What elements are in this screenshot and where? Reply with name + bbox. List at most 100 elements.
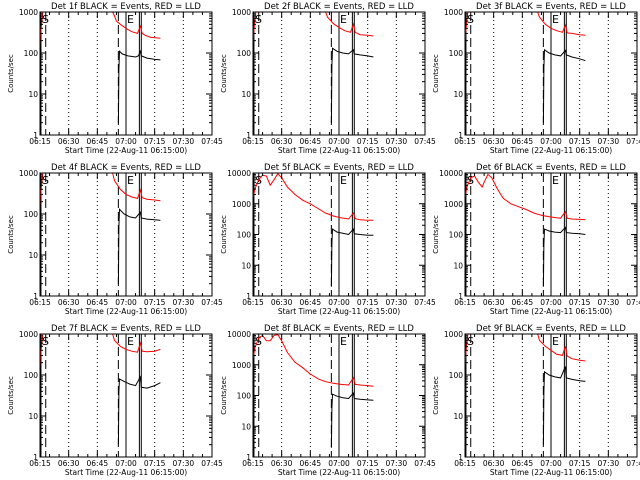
marker-label-E: E [552,174,559,187]
x-tick-label: 07:15 [357,459,379,468]
x-tick-label: 07:45 [626,298,640,307]
y-tick-label: 1 [458,453,463,462]
x-tick-label: 06:45 [300,137,322,146]
x-tick-label: 06:30 [271,137,293,146]
y-tick-label: 100 [449,231,464,240]
x-tick-label: 06:45 [300,298,322,307]
y-tick-label: 10 [241,261,251,270]
series-events [117,375,161,445]
x-tick-label: 07:15 [144,137,166,146]
chart-panel-3: Det 3f BLACK = Events, RED = LLD Counts/s… [432,2,640,155]
x-axis-label: Start Time (22-Aug-11 06:15:00) [278,146,400,155]
y-axis-label: Counts/sec [432,376,440,415]
series-lld [40,12,161,46]
y-tick-label: 10 [453,90,463,99]
chart-panel-4: Det 4f BLACK = Events, RED = LLD Counts/s… [7,163,223,316]
y-tick-label: 10 [28,251,38,260]
x-tick-label: 06:30 [271,298,293,307]
x-axis-label: Start Time (22-Aug-11 06:15:00) [278,468,400,477]
x-axis-label: Start Time (22-Aug-11 06:15:00) [65,307,187,316]
x-tick-label: 06:30 [58,459,80,468]
x-tick-label: 07:30 [598,137,620,146]
series-lld [40,173,161,207]
y-tick-label: 10 [453,412,463,421]
x-tick-label: 07:30 [598,298,620,307]
x-tick-label: 06:15 [454,459,476,468]
y-tick-label: 1 [246,131,251,140]
chart-panel-7: Det 7f BLACK = Events, RED = LLD Counts/s… [7,324,223,477]
x-tick-label: 07:00 [540,137,562,146]
series-events [330,391,374,448]
x-tick-label: 06:15 [242,459,264,468]
x-tick-label: 06:45 [512,137,534,146]
x-tick-label: 07:45 [201,137,223,146]
marker-label-E: E [340,13,347,26]
series-events [542,226,586,287]
series-lld [465,12,586,46]
series-lld [40,334,161,368]
chart-title: Det 1f BLACK = Events, RED = LLD [51,2,201,12]
marker-label-S: S [42,174,49,187]
marker-label-E: E [127,174,134,187]
y-tick-label: 100 [24,49,39,58]
x-tick-label: 07:15 [569,298,591,307]
x-tick-label: 06:15 [29,137,51,146]
x-tick-label: 07:15 [569,459,591,468]
marker-label-S: S [467,174,474,187]
x-tick-label: 07:30 [598,459,620,468]
x-tick-label: 06:30 [58,298,80,307]
x-tick-label: 07:15 [144,298,166,307]
y-tick-label: 100 [237,49,252,58]
x-tick-label: 06:15 [454,298,476,307]
x-tick-label: 06:30 [483,459,505,468]
marker-label-E: E [340,174,347,187]
y-axis-label: Counts/sec [220,54,228,93]
series-events [542,366,586,445]
y-axis-label: Counts/sec [432,215,440,254]
y-axis-label: Counts/sec [432,54,440,93]
x-tick-label: 06:15 [29,298,51,307]
marker-label-S: S [42,13,49,26]
x-tick-label: 07:30 [173,137,195,146]
x-tick-label: 07:00 [115,298,137,307]
marker-label-S: S [467,335,474,348]
x-tick-label: 06:45 [300,459,322,468]
marker-label-E: E [552,335,559,348]
y-tick-label: 1000 [19,330,38,339]
chart-title: Det 2f BLACK = Events, RED = LLD [264,2,414,12]
y-tick-label: 100 [449,49,464,58]
x-tick-label: 06:45 [87,137,109,146]
chart-panel-6: Det 6f BLACK = Events, RED = LLD Counts/s… [432,163,640,316]
x-tick-label: 07:15 [569,137,591,146]
y-tick-label: 1 [458,131,463,140]
marker-label-E: E [127,335,134,348]
y-tick-label: 10000 [227,169,251,178]
x-tick-label: 07:45 [414,298,436,307]
x-axis-label: Start Time (22-Aug-11 06:15:00) [278,307,400,316]
x-tick-label: 07:30 [173,459,195,468]
series-lld [465,173,586,221]
y-tick-label: 10000 [227,330,251,339]
x-tick-label: 06:30 [271,459,293,468]
x-tick-label: 07:45 [626,137,640,146]
x-tick-label: 07:45 [414,137,436,146]
x-tick-label: 07:00 [540,459,562,468]
y-tick-label: 10 [28,412,38,421]
x-axis-label: Start Time (22-Aug-11 06:15:00) [490,307,612,316]
x-tick-label: 07:00 [328,459,350,468]
x-tick-label: 06:15 [242,137,264,146]
y-tick-label: 10 [241,90,251,99]
x-tick-label: 07:30 [386,137,408,146]
y-tick-label: 1000 [232,8,251,17]
x-tick-label: 07:45 [201,298,223,307]
series-events [330,228,374,287]
series-lld [253,334,374,387]
x-axis-label: Start Time (22-Aug-11 06:15:00) [490,146,612,155]
marker-label-E: E [127,13,134,26]
y-tick-label: 1 [33,292,38,301]
chart-title: Det 3f BLACK = Events, RED = LLD [476,2,626,12]
y-tick-label: 100 [237,231,252,240]
x-tick-label: 06:45 [512,459,534,468]
x-tick-label: 07:00 [115,137,137,146]
chart-panel-5: Det 5f BLACK = Events, RED = LLD Counts/s… [220,163,436,316]
